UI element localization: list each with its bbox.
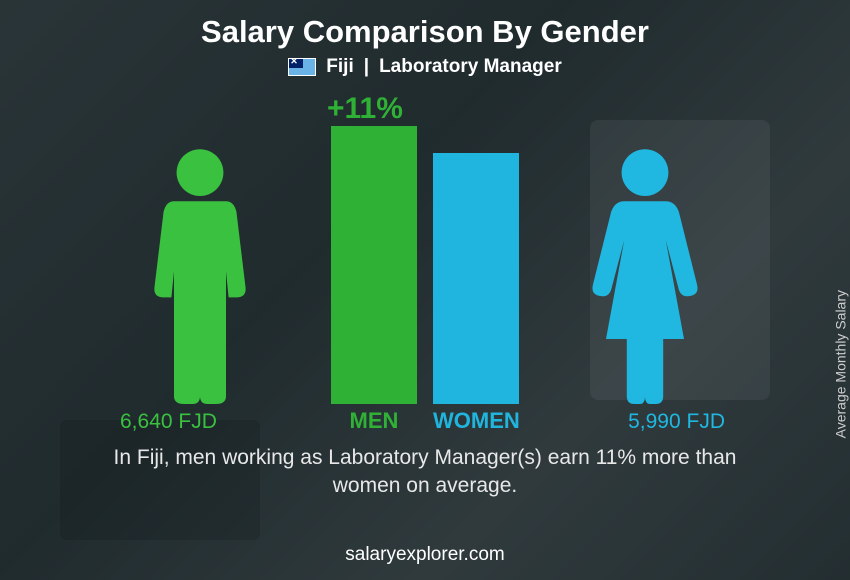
bar-label-men: MEN bbox=[331, 408, 417, 434]
bar-women bbox=[433, 153, 519, 404]
bar-label-women: WOMEN bbox=[433, 408, 519, 434]
percent-diff: +11% bbox=[327, 92, 403, 126]
country-label: Fiji bbox=[326, 56, 353, 78]
bar-men bbox=[331, 126, 417, 404]
footer-brand: salaryexplorer.com bbox=[0, 544, 850, 566]
chart-area: +11% MEN WOMEN 6,640 FJD 5,990 FJD bbox=[0, 88, 850, 448]
female-figure-icon bbox=[580, 144, 710, 404]
separator: | bbox=[364, 56, 369, 78]
y-axis-label: Average Monthly Salary bbox=[832, 290, 848, 438]
flag-icon bbox=[288, 58, 316, 76]
page-title: Salary Comparison By Gender bbox=[0, 0, 850, 50]
job-title-label: Laboratory Manager bbox=[379, 56, 562, 78]
male-salary: 6,640 FJD bbox=[120, 410, 217, 434]
male-figure-icon bbox=[135, 144, 265, 404]
female-salary: 5,990 FJD bbox=[628, 410, 725, 434]
subtitle: Fiji | Laboratory Manager bbox=[0, 56, 850, 78]
summary-text: In Fiji, men working as Laboratory Manag… bbox=[0, 444, 850, 501]
